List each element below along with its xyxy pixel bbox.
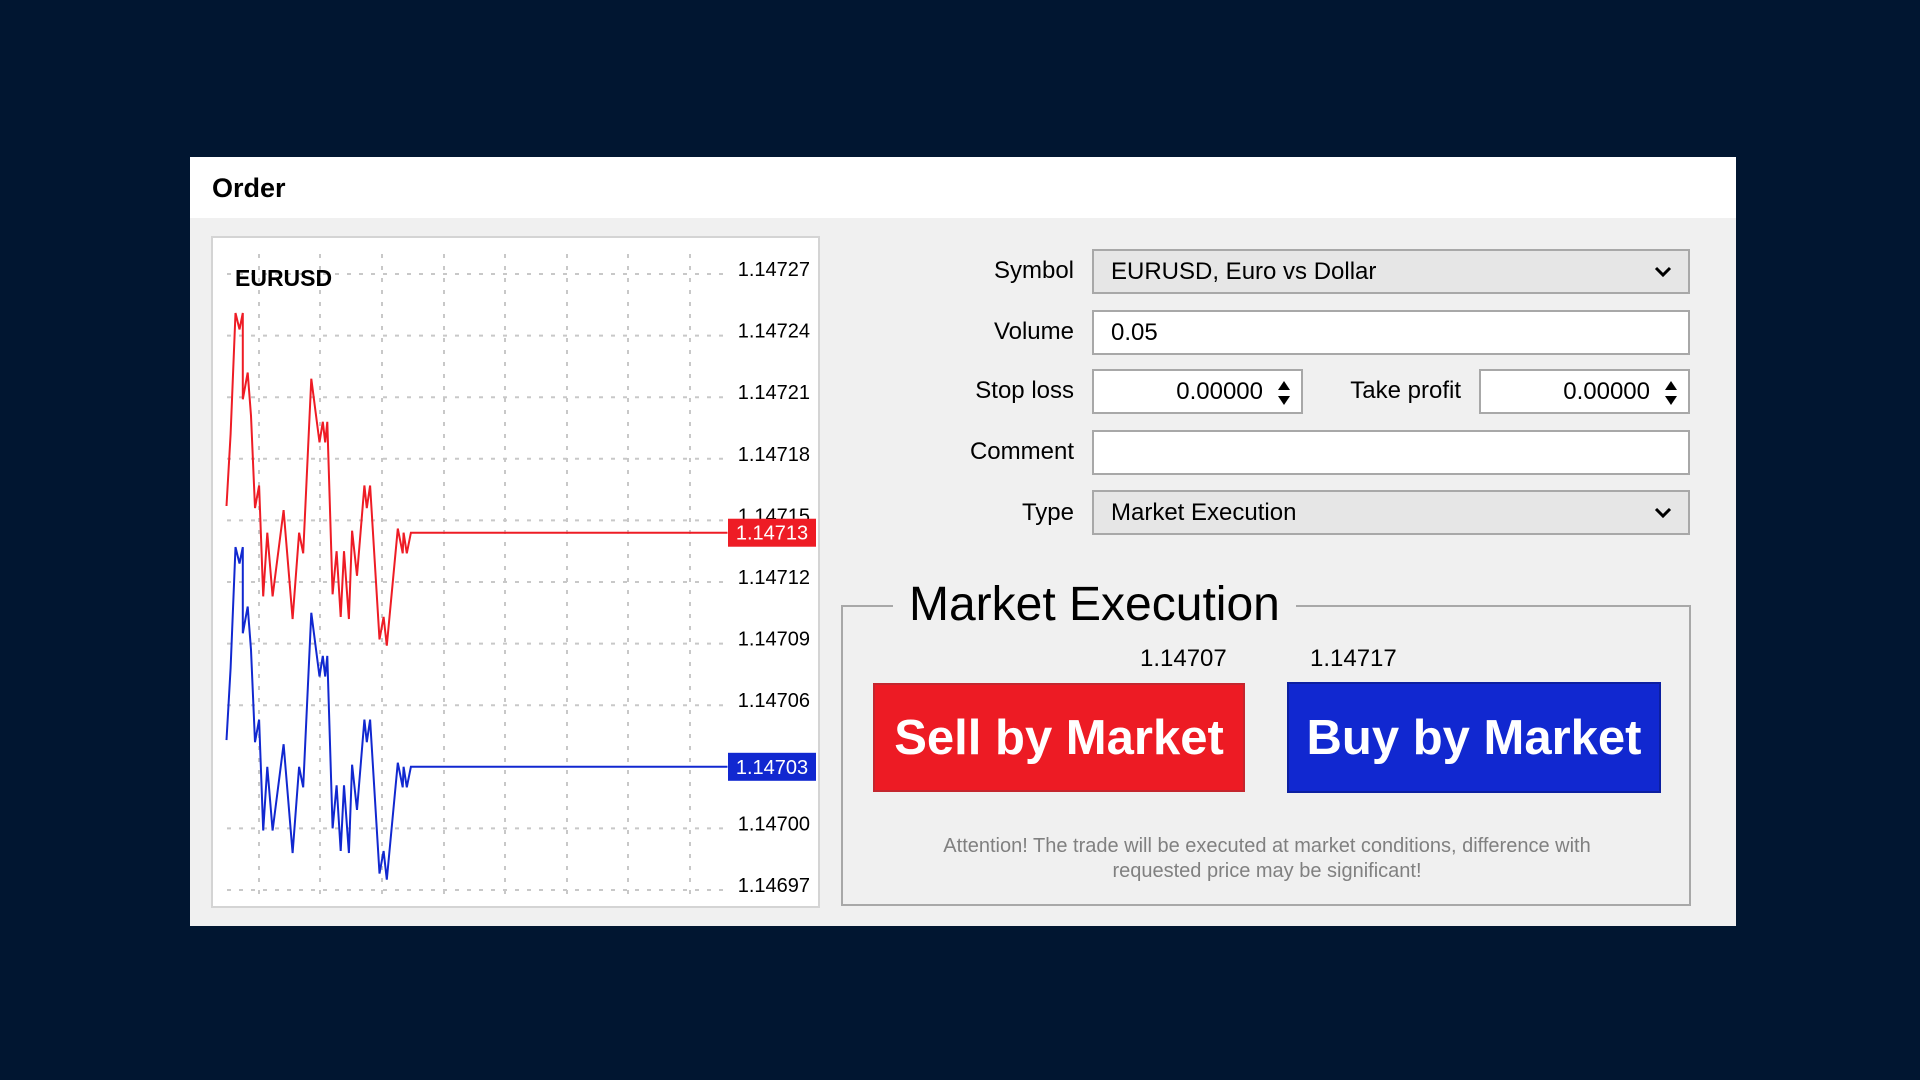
type-label: Type bbox=[1021, 499, 1074, 526]
price-tag-bid bbox=[728, 752, 816, 781]
title-bar: Order bbox=[190, 157, 1736, 218]
ask-price: 1.14717 bbox=[1310, 645, 1397, 672]
stop-loss-value: 0.00000 bbox=[1176, 378, 1263, 405]
take-profit-value: 0.00000 bbox=[1563, 378, 1650, 405]
y-tick-label: 1.14700 bbox=[738, 813, 810, 835]
market-execution-group: Market Execution 1.14707 1.14717 Sell by… bbox=[841, 577, 1691, 906]
price-tag-ask bbox=[728, 518, 816, 547]
volume-input[interactable]: 0.05 bbox=[1092, 310, 1690, 355]
price-tag-label: 1.14703 bbox=[736, 757, 808, 779]
stop-loss-label: Stop loss bbox=[975, 377, 1074, 404]
y-tick-label: 1.14727 bbox=[738, 259, 810, 281]
bid-price: 1.14707 bbox=[1140, 645, 1227, 672]
chevron-down-icon bbox=[1654, 266, 1672, 278]
price-line-ask bbox=[225, 312, 728, 646]
chevron-down-icon bbox=[1654, 507, 1672, 519]
stop-loss-spinner[interactable]: 0.00000 bbox=[1092, 369, 1303, 414]
chart-title: EURUSD bbox=[235, 265, 332, 291]
y-tick-label: 1.14721 bbox=[738, 382, 810, 404]
symbol-select[interactable]: EURUSD, Euro vs Dollar bbox=[1092, 249, 1690, 294]
comment-input[interactable] bbox=[1092, 430, 1690, 475]
price-line-bid bbox=[225, 546, 728, 880]
y-tick-label: 1.14706 bbox=[738, 690, 810, 712]
price-chart: 1.14727 1.14724 1.14721 1.14718 1.14715 1.147… bbox=[211, 236, 820, 908]
spin-arrows-icon[interactable] bbox=[1277, 380, 1291, 406]
type-select[interactable]: Market Execution bbox=[1092, 490, 1690, 535]
price-tag-label: 1.14713 bbox=[736, 523, 808, 545]
symbol-value: EURUSD, Euro vs Dollar bbox=[1111, 258, 1377, 285]
buy-by-market-button[interactable]: Buy by Market bbox=[1287, 682, 1661, 793]
spin-arrows-icon[interactable] bbox=[1664, 380, 1678, 406]
note-line-2: requested price may be significant! bbox=[1112, 860, 1422, 882]
volume-label: Volume bbox=[993, 318, 1074, 345]
take-profit-label: Take profit bbox=[1350, 377, 1461, 404]
y-tick-label: 1.14709 bbox=[738, 629, 810, 651]
take-profit-spinner[interactable]: 0.00000 bbox=[1479, 369, 1690, 414]
y-tick-label: 1.14724 bbox=[738, 321, 810, 343]
y-tick-label: 1.14718 bbox=[738, 444, 810, 466]
volume-value: 0.05 bbox=[1111, 319, 1158, 346]
symbol-label: Symbol bbox=[993, 257, 1074, 284]
type-value: Market Execution bbox=[1111, 499, 1297, 526]
attention-note: Attention! The trade will be executed at… bbox=[883, 834, 1651, 884]
order-dialog: Order 1.14727 1.14724 1.14721 1.14718 1.1471… bbox=[190, 157, 1736, 926]
y-tick-label: 1.14712 bbox=[738, 567, 810, 589]
group-legend: Market Execution bbox=[893, 577, 1296, 632]
note-line-1: Attention! The trade will be executed at… bbox=[943, 835, 1591, 857]
dialog-title: Order bbox=[212, 173, 286, 203]
chart-canvas: 1.147271.147241.147211.147181.147151.147… bbox=[225, 254, 816, 898]
sell-by-market-button[interactable]: Sell by Market bbox=[873, 683, 1245, 792]
comment-label: Comment bbox=[969, 438, 1074, 465]
y-tick-label: 1.14697 bbox=[738, 875, 810, 897]
